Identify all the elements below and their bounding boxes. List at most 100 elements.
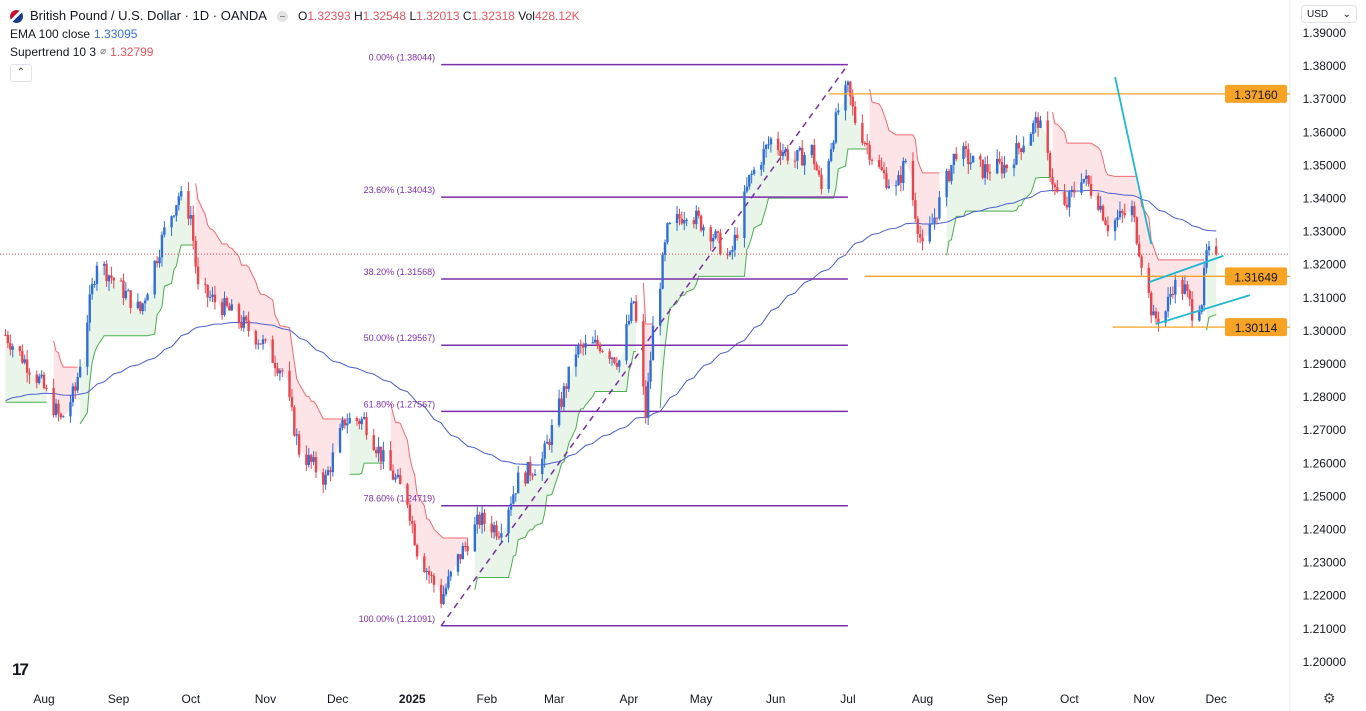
candle-body — [865, 143, 869, 145]
candle-body — [567, 366, 570, 389]
gear-icon[interactable]: ⚙ — [1323, 690, 1336, 706]
collapse-legend-button[interactable]: ⌃ — [10, 64, 32, 82]
price-tick-label: 1.23000 — [1303, 556, 1347, 570]
candle-body — [21, 351, 24, 363]
candle-body — [372, 435, 375, 450]
symbol-title[interactable]: British Pound / U.S. Dollar · 1D · OANDA — [30, 8, 267, 23]
trend-line — [1155, 294, 1251, 325]
price-tick-label: 1.30000 — [1303, 324, 1347, 338]
chevron-down-icon: ⌄ — [1342, 8, 1351, 20]
candle-body — [329, 470, 332, 473]
supertrend-up-line — [349, 462, 384, 475]
price-level-badge — [1225, 84, 1287, 103]
candle-body — [512, 494, 515, 504]
candle-body — [678, 213, 681, 219]
candle-body — [425, 570, 428, 572]
candle-body — [11, 346, 14, 350]
candle-body — [731, 249, 734, 252]
candle-body — [668, 222, 672, 224]
price-tick-label: 1.20000 — [1303, 655, 1347, 669]
candle-body — [644, 386, 647, 418]
candle-body — [870, 159, 874, 161]
candle-body — [90, 284, 94, 295]
supertrend-up-fill — [946, 120, 1051, 256]
hidden-input-icon: ⌀ — [100, 46, 107, 57]
candle-body — [947, 170, 951, 182]
candle-body — [615, 362, 619, 367]
time-tick-label: Apr — [620, 692, 639, 706]
candle-body — [938, 197, 941, 219]
candle-body — [430, 574, 433, 576]
candle-body — [683, 220, 686, 224]
supertrend-up-fill — [349, 417, 384, 475]
price-level-badge-label: 1.37160 — [1234, 88, 1278, 102]
supertrend-legend[interactable]: Supertrend 10 3 ⌀ 1.32799 — [10, 43, 580, 61]
candle-body — [464, 545, 467, 547]
candle-body — [497, 536, 501, 538]
candle-body — [1097, 195, 1100, 210]
price-tick-label: 1.38000 — [1303, 59, 1347, 73]
candle-body — [1205, 250, 1208, 268]
candle-body — [204, 284, 207, 286]
candle-body — [423, 556, 426, 572]
candle-body — [71, 386, 75, 403]
supertrend-up-fill — [80, 193, 194, 424]
time-tick-label: Dec — [327, 692, 348, 706]
ema-legend[interactable]: EMA 100 close 1.33095 — [10, 25, 580, 43]
trend-line — [1148, 254, 1224, 284]
candle-body — [697, 210, 700, 216]
volume-value: 428.12K — [534, 9, 580, 23]
candle-body — [1068, 191, 1071, 208]
candle-body — [242, 316, 245, 328]
candle-body — [23, 359, 26, 363]
candle-body — [627, 320, 631, 325]
candle-body — [861, 123, 864, 143]
candle-body — [389, 450, 392, 471]
supertrend-up-fill — [660, 83, 868, 409]
candle-body — [110, 275, 113, 278]
candle-body — [408, 504, 412, 521]
candle-body — [1135, 217, 1138, 244]
supertrend-down-fill — [869, 88, 940, 240]
candle-body — [187, 191, 190, 219]
candle-body — [849, 81, 852, 97]
candle-body — [711, 238, 715, 242]
candle-body — [736, 234, 739, 239]
candle-body — [158, 257, 161, 264]
candle-body — [346, 423, 349, 426]
candle-body — [196, 266, 200, 285]
tradingview-logo[interactable]: 17 — [12, 660, 29, 679]
candle-body — [324, 475, 327, 485]
candle-body — [998, 158, 1001, 162]
candle-body — [213, 294, 217, 303]
candle-body — [1121, 210, 1124, 214]
candle-body — [649, 360, 652, 382]
candle-body — [507, 509, 510, 534]
candle-body — [1188, 290, 1191, 300]
candle-body — [524, 472, 527, 484]
candle-body — [1101, 205, 1105, 221]
candle-body — [273, 362, 277, 369]
candle-body — [516, 472, 520, 494]
ohlc-values: O1.32393 H1.32548 L1.32013 C1.32318 Vol4… — [298, 7, 580, 25]
candle-body — [348, 418, 351, 424]
candle-body — [988, 172, 992, 174]
price-level-badge-label: 1.30114 — [1235, 321, 1278, 335]
currency-select[interactable]: USD ⌄ — [1301, 5, 1357, 23]
candle-body — [105, 263, 108, 282]
candle-body — [719, 232, 722, 255]
time-tick-label: Feb — [477, 692, 498, 706]
candle-body — [59, 413, 63, 418]
candle-body — [1015, 143, 1018, 165]
candle-body — [228, 305, 231, 311]
candle-body — [776, 138, 780, 151]
candle-body — [459, 554, 462, 560]
candle-body — [930, 223, 934, 225]
candle-body — [288, 370, 291, 397]
price-tick-label: 1.27000 — [1303, 423, 1347, 437]
candle-body — [1106, 224, 1110, 232]
price-tick-label: 1.31000 — [1303, 291, 1347, 305]
market-status-icon[interactable] — [276, 10, 288, 22]
candle-body — [577, 344, 580, 355]
